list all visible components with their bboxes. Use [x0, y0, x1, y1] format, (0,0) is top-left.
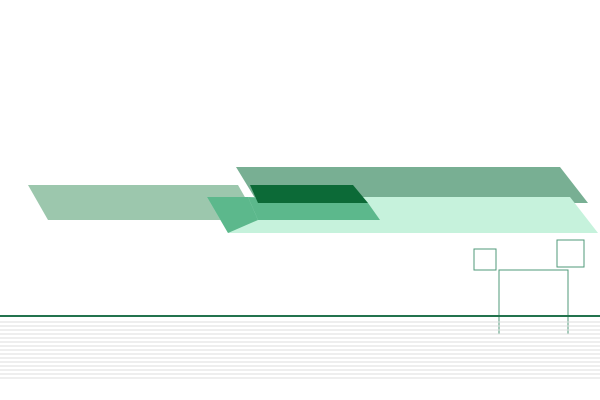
overlap-dark: [250, 185, 368, 203]
stripe-lines: [0, 321, 600, 379]
square-small-left: [473, 248, 497, 271]
band-left: [28, 185, 258, 220]
square-large: [498, 269, 569, 335]
square-small-right: [556, 239, 585, 268]
overlap-mid: [207, 197, 258, 233]
